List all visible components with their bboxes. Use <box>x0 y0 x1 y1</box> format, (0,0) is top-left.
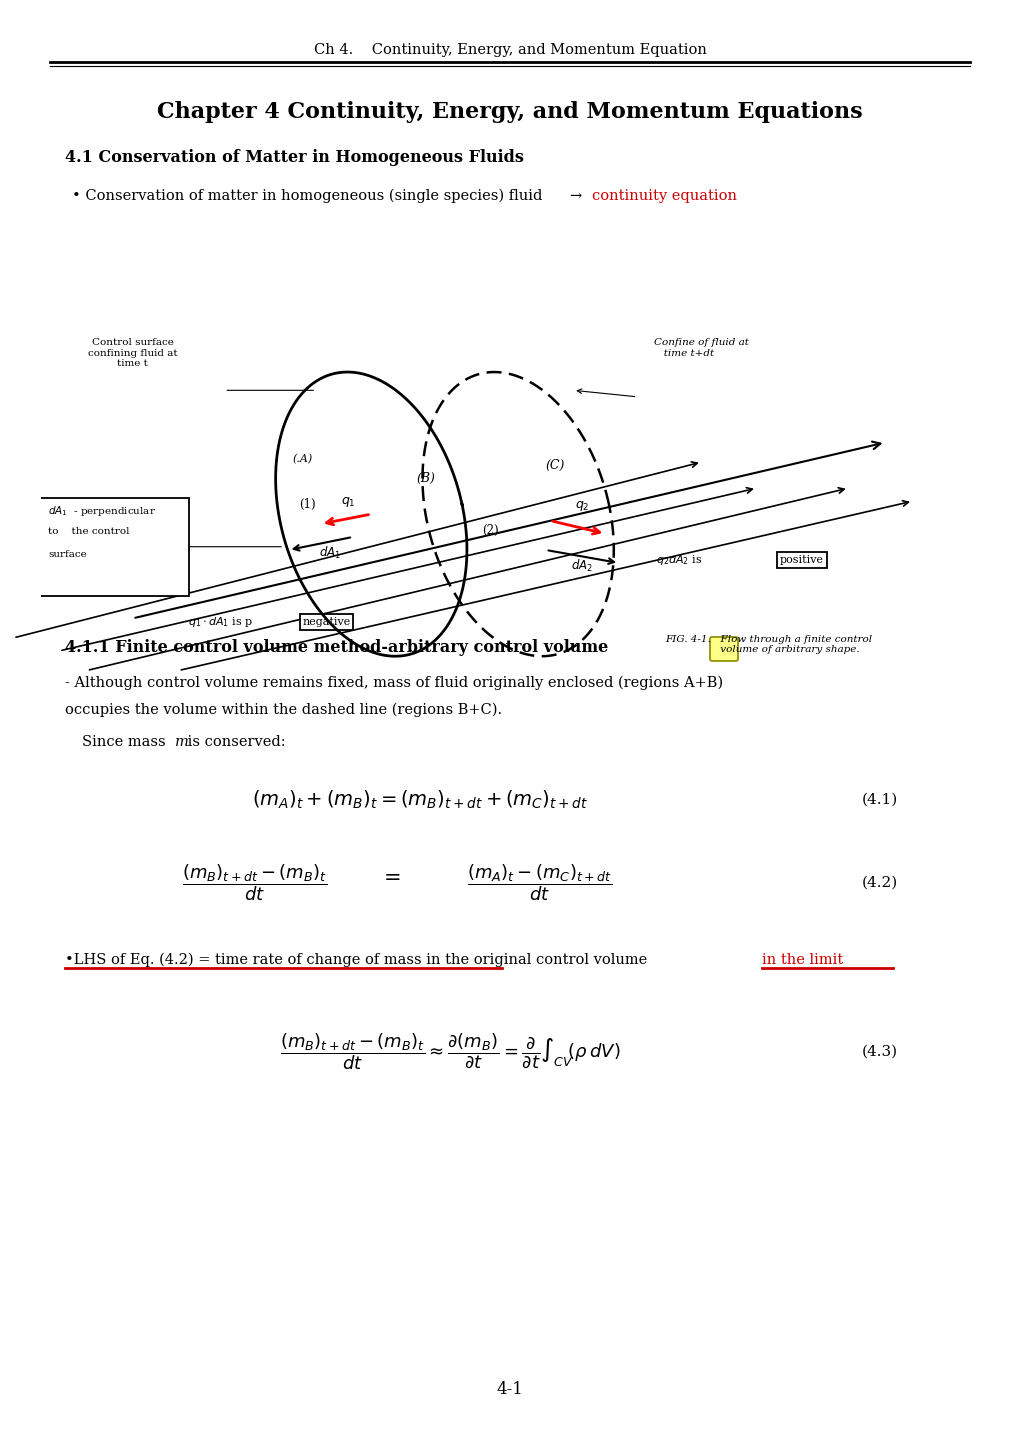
Text: positive: positive <box>780 555 823 565</box>
Text: • Conservation of matter in homogeneous (single species) fluid: • Conservation of matter in homogeneous … <box>72 189 551 203</box>
Text: Control surface
confining fluid at
time t: Control surface confining fluid at time … <box>88 339 177 368</box>
Text: (4.3): (4.3) <box>861 1045 897 1058</box>
Text: 4.1 Conservation of Matter in Homogeneous Fluids: 4.1 Conservation of Matter in Homogeneou… <box>65 150 524 166</box>
Text: m: m <box>175 735 189 748</box>
Text: Since mass: Since mass <box>82 735 170 748</box>
Text: (4.1): (4.1) <box>861 793 898 808</box>
Text: $\dfrac{\left(m_B\right)_{t+dt} - \left(m_B\right)_t}{dt}\approx \dfrac{\partial: $\dfrac{\left(m_B\right)_{t+dt} - \left(… <box>279 1031 620 1073</box>
Text: (1): (1) <box>299 497 315 510</box>
Text: Ch 4.    Continuity, Energy, and Momentum Equation: Ch 4. Continuity, Energy, and Momentum E… <box>313 43 706 58</box>
Text: $q_2 dA_2$ is: $q_2 dA_2$ is <box>655 552 702 567</box>
Text: FIG. 4-1.   Flow through a finite control
                 volume of arbitrary s: FIG. 4-1. Flow through a finite control … <box>664 634 871 655</box>
Text: occupies the volume within the dashed line (regions B+C).: occupies the volume within the dashed li… <box>65 702 501 717</box>
FancyBboxPatch shape <box>709 637 738 660</box>
Text: surface: surface <box>48 549 87 559</box>
Text: 4.1.1 Finite control volume method-arbitrary control volume: 4.1.1 Finite control volume method-arbit… <box>65 639 607 656</box>
Text: •LHS of Eq. (4.2) = time rate of change of mass in the original control volume: •LHS of Eq. (4.2) = time rate of change … <box>65 953 651 968</box>
Text: $q_1 \cdot dA_1$ is p: $q_1 \cdot dA_1$ is p <box>187 614 253 629</box>
Text: →: → <box>570 189 586 203</box>
Text: 4-1: 4-1 <box>496 1381 523 1399</box>
Text: Confine of fluid at
   time t+dt: Confine of fluid at time t+dt <box>653 339 749 358</box>
Text: (4.2): (4.2) <box>861 875 898 890</box>
Text: $=$: $=$ <box>379 867 400 885</box>
Text: (2): (2) <box>482 523 498 536</box>
Text: to    the control: to the control <box>48 528 129 536</box>
Text: $\left(m_A\right)_t + \left(m_B\right)_t = \left(m_B\right)_{t+dt} + \left(m_C\r: $\left(m_A\right)_t + \left(m_B\right)_t… <box>252 789 588 812</box>
Text: Chapter 4 Continuity, Energy, and Momentum Equations: Chapter 4 Continuity, Energy, and Moment… <box>157 101 862 123</box>
Text: $dA_1$: $dA_1$ <box>319 545 340 561</box>
Text: negative: negative <box>303 617 351 627</box>
Text: (C): (C) <box>545 459 564 472</box>
Text: is conserved:: is conserved: <box>182 735 285 748</box>
Text: $dA_1$  - perpendicular: $dA_1$ - perpendicular <box>48 505 156 518</box>
Text: $dA_2$: $dA_2$ <box>571 558 593 574</box>
Text: in the limit: in the limit <box>761 953 843 968</box>
Text: $\dfrac{\left(m_B\right)_{t+dt} - \left(m_B\right)_t}{dt}$: $\dfrac{\left(m_B\right)_{t+dt} - \left(… <box>182 862 327 903</box>
Text: continuity equation: continuity equation <box>591 189 737 203</box>
Text: $q_2$: $q_2$ <box>575 499 589 512</box>
Text: $q_1$: $q_1$ <box>340 496 356 509</box>
Text: (.A): (.A) <box>292 454 312 464</box>
Text: $\dfrac{\left(m_A\right)_t - \left(m_C\right)_{t+dt}}{dt}$: $\dfrac{\left(m_A\right)_t - \left(m_C\r… <box>467 862 612 903</box>
FancyBboxPatch shape <box>37 497 189 596</box>
Text: (B): (B) <box>417 472 435 485</box>
Text: - Although control volume remains fixed, mass of fluid originally enclosed (regi: - Although control volume remains fixed,… <box>65 676 722 691</box>
